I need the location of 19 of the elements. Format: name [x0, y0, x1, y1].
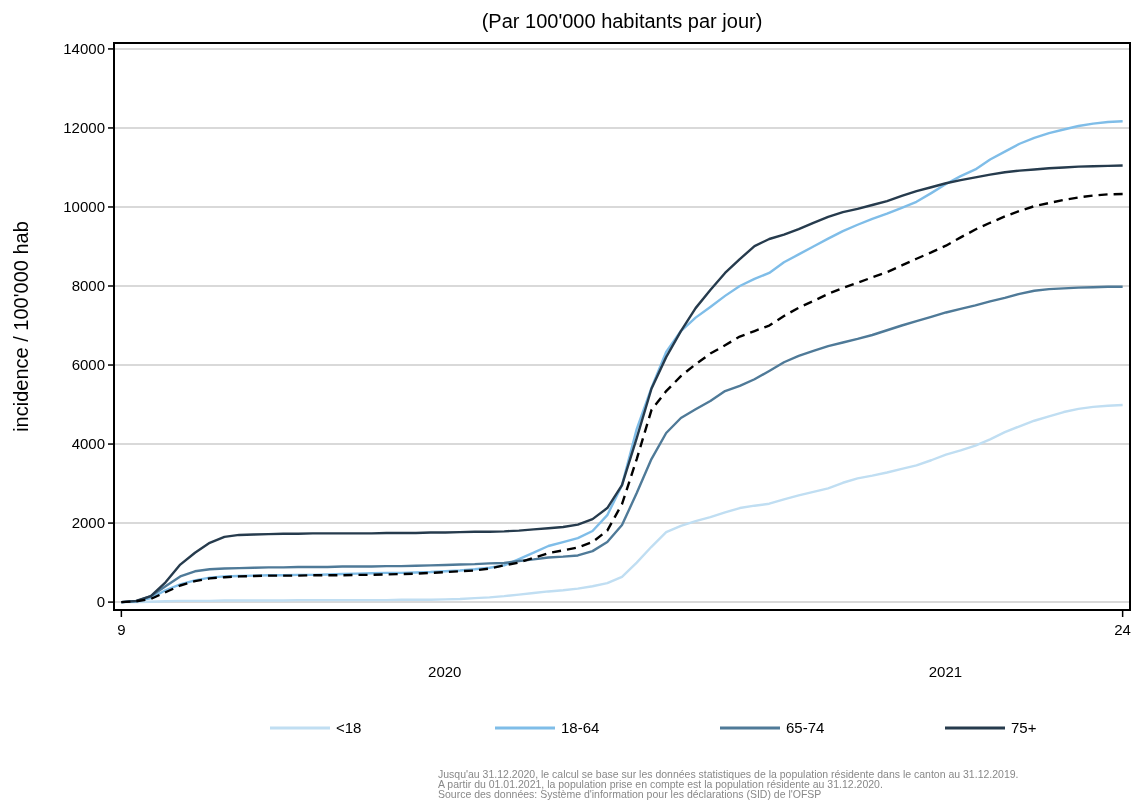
text: 2020 — [428, 663, 462, 680]
y-axis-title: incidence / 100'000 hab — [10, 221, 32, 432]
y-tick-label: 0 — [96, 593, 105, 611]
chart-title: (Par 100'000 habitants par jour) — [481, 10, 763, 32]
legend-label: 75+ — [1011, 719, 1037, 737]
y-tick-label: 4000 — [71, 435, 105, 453]
legend-label: 65-74 — [786, 719, 825, 737]
y-tick-label: 8000 — [71, 277, 105, 295]
text: 2021 — [928, 663, 963, 680]
x-tick-label: 24 — [1114, 621, 1131, 638]
y-tick-label: 6000 — [71, 356, 105, 374]
y-tick-label: 2000 — [71, 514, 105, 532]
legend-label: <18 — [336, 719, 362, 737]
y-tick-label: 14000 — [63, 40, 105, 58]
x-tick-label: 9 — [117, 621, 126, 638]
y-tick-label: 10000 — [63, 198, 105, 216]
y-tick-label: 12000 — [63, 119, 105, 137]
legend-label: 18-64 — [561, 719, 600, 737]
text: Jusqu'au 31.12.2020, le calcul se base sur les données statistiques de la population résidente dans le canton au 31.12.2019. — [438, 768, 1019, 780]
